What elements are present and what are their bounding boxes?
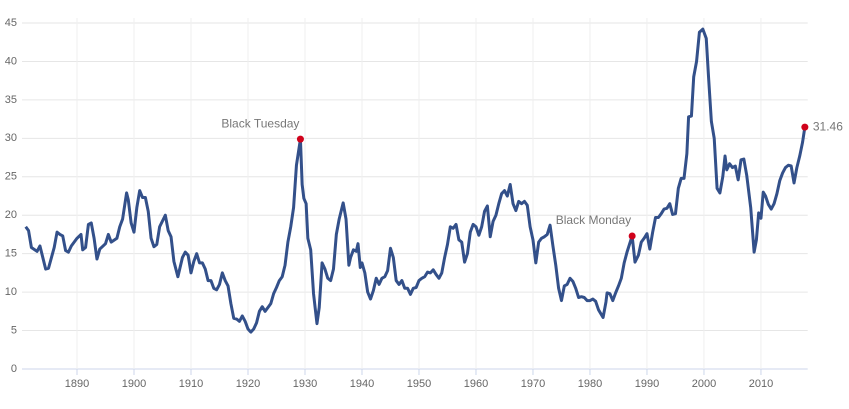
x-tick-label: 1920 <box>236 378 260 390</box>
annotation-marker <box>628 232 636 240</box>
y-tick-label: 15 <box>5 248 17 260</box>
x-tick-label: 1980 <box>578 378 602 390</box>
x-tick-label: 1960 <box>464 378 488 390</box>
y-tick-label: 0 <box>11 363 17 375</box>
x-tick-label: 1890 <box>65 378 89 390</box>
x-tick-label: 2010 <box>749 378 773 390</box>
annotation-label: Black Tuesday <box>221 116 299 130</box>
y-tick-label: 35 <box>5 94 17 106</box>
y-tick-label: 5 <box>11 324 17 336</box>
y-tick-label: 45 <box>5 17 17 29</box>
x-tick-label: 1990 <box>635 378 659 390</box>
data-line <box>24 27 807 334</box>
x-tick-label: 1910 <box>179 378 203 390</box>
y-tick-label: 10 <box>5 286 17 298</box>
y-tick-label: 20 <box>5 209 17 221</box>
x-tick-label: 2000 <box>692 378 716 390</box>
x-tick-label: 1900 <box>122 378 146 390</box>
annotation-label: Black Monday <box>556 213 631 227</box>
annotation-marker <box>296 135 304 143</box>
x-tick-label: 1940 <box>350 378 374 390</box>
annotation-marker <box>801 123 809 131</box>
x-tick-label: 1950 <box>407 378 431 390</box>
y-tick-label: 40 <box>5 55 17 67</box>
annotation-label: 31.46 <box>813 119 843 133</box>
y-tick-label: 30 <box>5 132 17 144</box>
x-tick-label: 1930 <box>293 378 317 390</box>
y-tick-label: 25 <box>5 171 17 183</box>
x-tick-label: 1970 <box>521 378 545 390</box>
